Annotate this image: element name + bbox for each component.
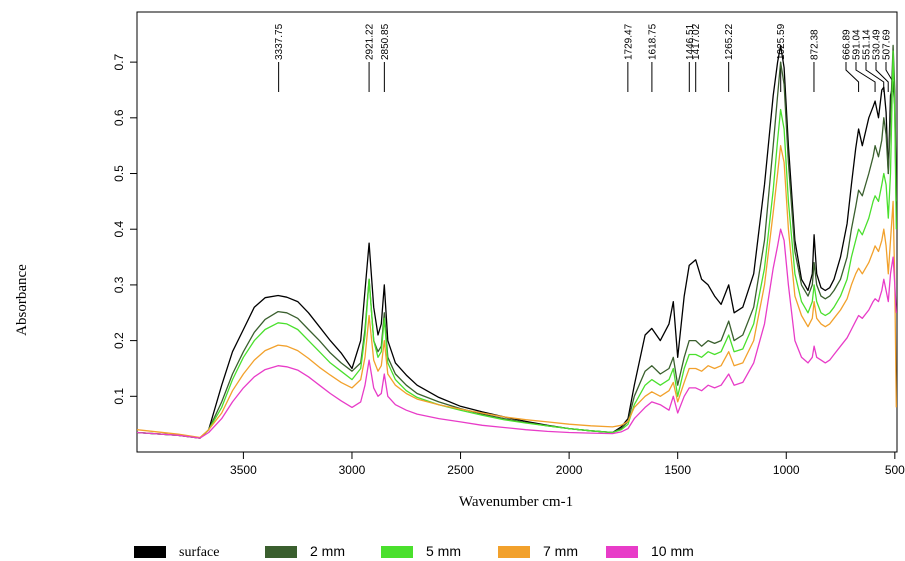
peak-annotations: 3337.75 2921.22 2850.85 1729.47 1618.75 1446.… <box>274 23 894 92</box>
y-tick-label: 0.7 <box>112 53 126 70</box>
peak-label: 2850.85 <box>380 23 391 60</box>
peak-marker <box>855 62 876 92</box>
peak-label: 1446.51 <box>685 23 696 60</box>
axes: 3500 3000 2500 2000 1500 1000 500 0.1 0.2 0.3 0.4 0… <box>112 53 905 477</box>
legend-swatch <box>381 546 413 558</box>
y-tick-label: 0.4 <box>112 221 126 238</box>
series-line-7-mm <box>136 145 897 439</box>
legend-swatch <box>134 546 166 558</box>
peak-label: 2921.22 <box>365 23 376 60</box>
legend-swatch <box>606 546 638 558</box>
legend-swatch <box>498 546 530 558</box>
series-line-2-mm <box>136 44 897 439</box>
y-tick-label: 0.5 <box>112 165 126 182</box>
legend-label: 7 mm <box>543 543 578 559</box>
x-tick-label: 2000 <box>556 463 583 477</box>
legend-swatch <box>265 546 297 558</box>
y-tick-label: 0.2 <box>112 332 126 349</box>
peak-label: 3337.75 <box>274 23 285 60</box>
peak-label: 872.38 <box>809 29 820 60</box>
series-lines <box>136 44 897 439</box>
legend: surface 2 mm 5 mm 7 mm 10 mm <box>134 543 694 560</box>
series-line-5-mm <box>136 50 897 439</box>
peak-label: 1417.02 <box>691 23 702 60</box>
x-tick-label: 1000 <box>773 463 800 477</box>
peak-label: 1729.47 <box>623 23 634 60</box>
peak-label: 1265.22 <box>724 23 735 60</box>
x-axis-title: Wavenumber cm-1 <box>459 494 573 510</box>
legend-label: 5 mm <box>426 543 461 559</box>
legend-label: surface <box>179 545 219 560</box>
peak-marker <box>845 62 860 92</box>
series-line-surface <box>136 44 897 439</box>
y-tick-label: 0.1 <box>112 388 126 405</box>
y-tick-label: 0.6 <box>112 109 126 126</box>
peak-label: 507.69 <box>882 29 893 60</box>
peak-label: 666.89 <box>842 29 853 60</box>
legend-label: 2 mm <box>310 543 345 559</box>
y-axis-title: Absorbance <box>14 264 30 336</box>
x-tick-label: 3000 <box>339 463 366 477</box>
peak-label: 530.49 <box>872 29 883 60</box>
series-line-10-mm <box>136 228 897 439</box>
x-tick-label: 500 <box>885 463 905 477</box>
x-tick-label: 2500 <box>447 463 474 477</box>
peak-label: 1025.59 <box>776 23 787 60</box>
peak-marker <box>875 62 889 92</box>
peak-label: 551.14 <box>862 29 873 60</box>
peak-label: 1618.75 <box>647 23 658 60</box>
y-tick-label: 0.3 <box>112 276 126 293</box>
plot-frame <box>136 11 898 453</box>
x-tick-label: 1500 <box>664 463 691 477</box>
peak-label: 591.04 <box>852 29 863 60</box>
x-tick-label: 3500 <box>230 463 257 477</box>
legend-label: 10 mm <box>651 543 694 559</box>
